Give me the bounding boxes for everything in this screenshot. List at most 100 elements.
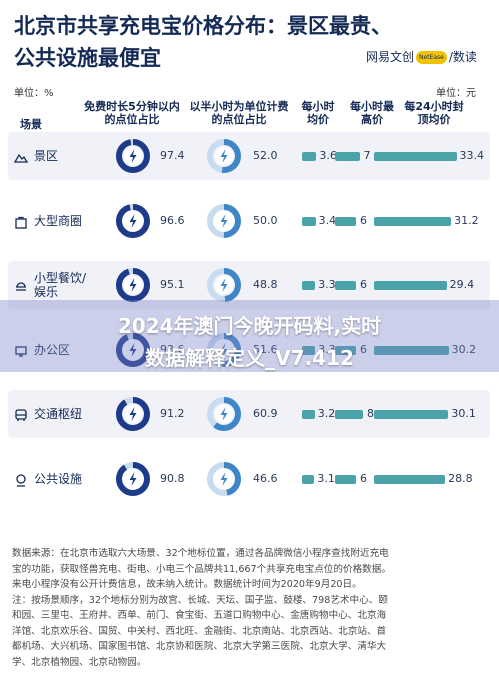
scene-name: 大型商圈: [34, 213, 83, 228]
value-hour-avg: 3.2: [317, 407, 336, 420]
bar-cap24: [374, 474, 446, 484]
donut-half-hour: [207, 332, 241, 367]
bar-hour-avg: [302, 474, 315, 484]
value-cap24: 30.2: [451, 342, 477, 356]
bar-hour-avg: [302, 216, 316, 226]
bus-icon: [14, 407, 28, 421]
donut-half-hour: [207, 461, 241, 496]
value-half-hour: 52.0: [253, 149, 278, 162]
donut-half-hour-chart: [207, 397, 241, 431]
overlay-text-line1: 2024年澳门今晚开码料,实时: [117, 314, 382, 338]
value-cap24: 29.4: [449, 278, 475, 291]
col-header-hour-avg: 每小时均价: [301, 100, 335, 126]
scene-name: 小型餐饮/娱乐: [34, 271, 87, 299]
donut-free5-chart: [116, 139, 150, 173]
donut-half-hour-chart: [207, 203, 241, 238]
value-free5: 91.2: [160, 407, 185, 420]
donut-half-hour: [207, 397, 241, 431]
value-cap24: 28.8: [448, 471, 473, 485]
page-title-line1: 北京市共享充电宝价格分布：景区最贵、: [14, 14, 392, 38]
donut-free5: [116, 139, 150, 173]
donut-half-hour: [207, 139, 241, 173]
col-header-hour-max: 每小时最高价: [350, 100, 394, 126]
value-half-hour: 48.8: [253, 278, 278, 291]
value-hour-avg: 3.3: [318, 278, 336, 291]
footer-line: 宝的功能，获取怪兽充电、街电、小电三个品牌共11,667个共享充电宝点位的价格数…: [12, 563, 391, 575]
donut-half-hour-chart: [207, 268, 241, 302]
bar-hour-max: [335, 152, 360, 161]
bar-cap24: [374, 345, 449, 355]
value-half-hour: 46.6: [253, 471, 278, 485]
bar-hour-avg: [302, 152, 317, 161]
value-free5: 97.4: [160, 149, 185, 162]
col-header-half-hour: 以半小时为单位计费的点位占比: [189, 100, 289, 126]
donut-free5-chart: [116, 203, 150, 238]
overlay-banner: [0, 300, 499, 372]
donut-half-hour: [207, 268, 241, 302]
dining-icon: [14, 278, 28, 292]
unit-right: 单位：元: [436, 88, 476, 99]
donut-free5-chart: [116, 461, 150, 496]
value-free5: 90.8: [160, 471, 185, 485]
footer-line: 都机场、大兴机场、国家图书馆、北京协和医院、北京大学第三医院、北京大学、清华大: [12, 641, 387, 652]
value-free5: 93.6: [160, 342, 185, 356]
bar-cap24: [374, 216, 452, 226]
value-hour-avg: 3.6: [319, 149, 337, 162]
value-hour-max: 6: [360, 213, 367, 227]
bar-hour-avg: [302, 281, 316, 290]
donut-free5-chart: [116, 268, 150, 302]
donut-free5-chart: [116, 332, 150, 367]
shopping-bag-icon: [14, 214, 28, 229]
office-icon: [14, 343, 28, 357]
bar-cap24: [374, 410, 449, 419]
footer-line: 学、北京植物园、北京动物园。: [12, 656, 147, 668]
value-hour-max: 6: [360, 278, 367, 291]
page-title-line2: 公共设施最便宜: [14, 46, 161, 70]
overlay-text-line2: 数据解释定义_V7.412: [145, 346, 354, 370]
value-cap24: 31.2: [454, 213, 479, 227]
footer-line: 洋馆、北京欢乐谷、国贸、中关村、西北旺、金融街、北京南站、北京西站、北京站、首: [12, 625, 387, 637]
brand-name-right: /数读: [448, 50, 477, 64]
bar-cap24: [374, 152, 457, 161]
value-hour-max: 8: [367, 407, 374, 420]
scene-name: 办公区: [34, 342, 71, 357]
brand-logo: 网易文创 NetEase/数读: [366, 48, 477, 65]
value-half-hour: 60.9: [253, 407, 278, 420]
value-hour-avg: 3.4: [318, 213, 337, 227]
bar-hour-max: [335, 410, 363, 419]
value-hour-avg: 3.3: [318, 342, 336, 356]
value-free5: 96.6: [160, 213, 185, 227]
col-header-scene: 场景: [20, 118, 42, 131]
scene-name: 景区: [34, 149, 59, 163]
col-header-cap24: 每24小时封顶均价: [404, 100, 464, 126]
donut-free5: [116, 397, 150, 431]
value-hour-avg: 3.1: [317, 471, 335, 485]
bar-hour-avg: [302, 345, 316, 355]
donut-free5: [116, 203, 150, 238]
bar-hour-max: [335, 474, 356, 484]
public-facility-icon: [14, 472, 28, 487]
value-free5: 95.1: [160, 278, 185, 291]
donut-free5: [116, 332, 150, 367]
netease-badge: NetEase: [416, 51, 447, 64]
donut-half-hour-chart: [207, 332, 241, 367]
scene-name: 公共设施: [34, 471, 83, 486]
donut-free5: [116, 461, 150, 496]
donut-free5-chart: [116, 397, 150, 431]
donut-half-hour-chart: [207, 461, 241, 496]
donut-half-hour: [207, 203, 241, 238]
scene-name: 交通枢纽: [34, 407, 83, 421]
value-half-hour: 50.0: [253, 213, 278, 227]
value-hour-max: 6: [360, 471, 367, 485]
bar-hour-avg: [302, 410, 315, 419]
footer-notes: 数据来源：在北京市选取六大场景、32个地标位置，通过各品牌微信小程序查找附近充电…: [12, 546, 490, 670]
value-cap24: 33.4: [459, 149, 485, 162]
donut-free5: [116, 268, 150, 302]
footer-line: 和园、三里屯、王府井、西单、前门、食宝街、五道口购物中心、金唐购物中心、北京海: [12, 610, 387, 621]
bar-cap24: [374, 281, 447, 290]
mountain-icon: [13, 149, 29, 163]
footer-line: 数据来源：在北京市选取六大场景、32个地标位置，通过各品牌微信小程序查找附近充电: [12, 548, 389, 559]
value-hour-max: 6: [360, 342, 367, 356]
col-header-free5: 免费时长5分钟以内的点位占比: [84, 100, 180, 126]
footer-line: 来电小程序没有公开计费信息，故未纳入统计。数据统计时间为2020年9月20日。: [12, 579, 362, 590]
